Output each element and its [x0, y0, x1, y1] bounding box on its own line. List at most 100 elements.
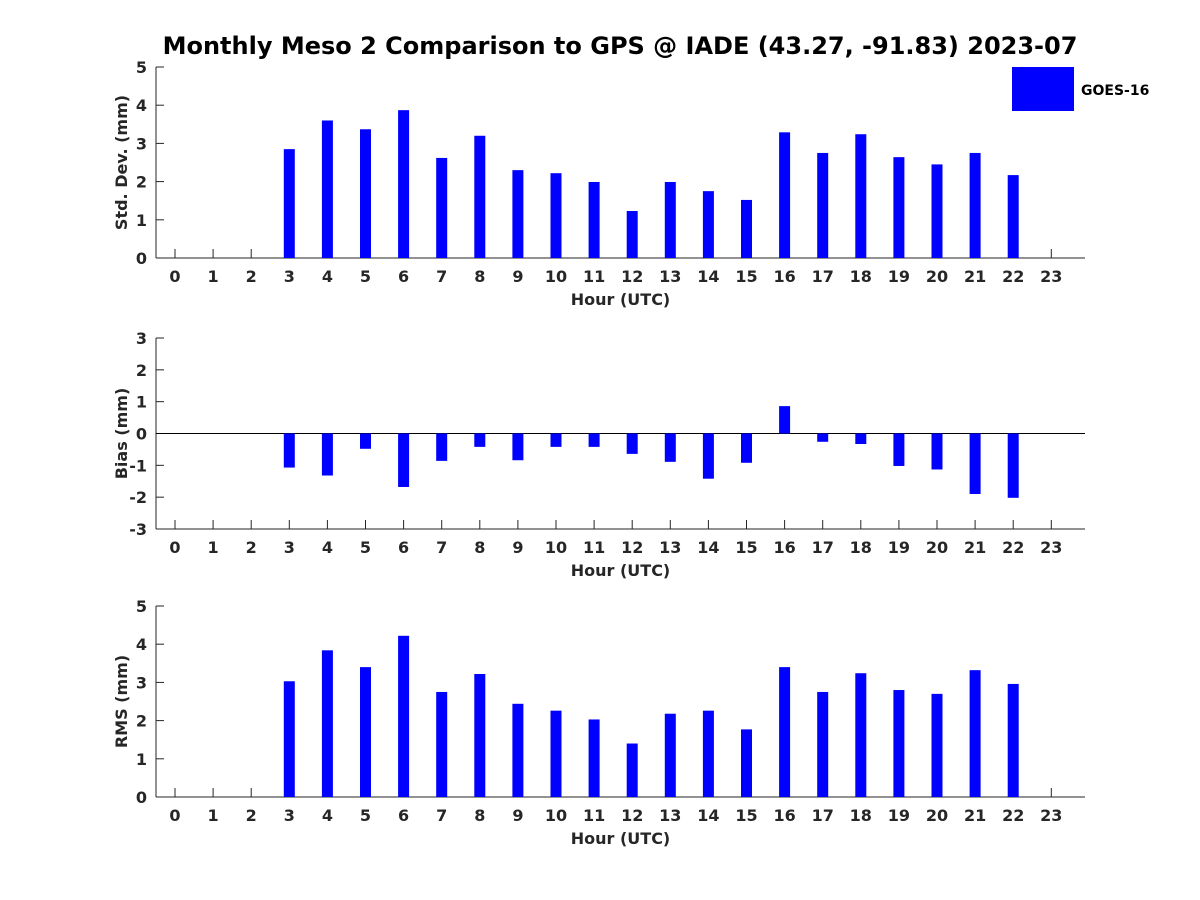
x-tick-label: 11	[583, 267, 605, 286]
x-tick-label: 8	[474, 267, 485, 286]
bar-hour-19	[893, 157, 905, 258]
x-tick-label: 16	[773, 267, 795, 286]
y-tick-label: -3	[129, 520, 147, 539]
bar-hour-22	[1007, 683, 1019, 797]
bar-hour-7	[436, 157, 448, 258]
x-tick-label: 3	[284, 538, 295, 557]
x-tick-label: 10	[545, 267, 567, 286]
legend: GOES-16	[1012, 67, 1149, 111]
x-tick-label: 5	[360, 267, 371, 286]
x-axis-label: Hour (UTC)	[571, 561, 671, 580]
x-tick-label: 4	[322, 538, 333, 557]
bar-hour-9	[512, 703, 524, 797]
x-tick-label: 1	[208, 267, 219, 286]
x-tick-label: 14	[697, 267, 719, 286]
legend-label: GOES-16	[1081, 83, 1149, 99]
x-tick-label: 20	[926, 267, 948, 286]
x-tick-label: 8	[474, 538, 485, 557]
bar-hour-4	[321, 120, 333, 258]
bar-hour-7	[436, 433, 448, 461]
bar-hour-15	[741, 433, 752, 463]
bar-hour-8	[474, 433, 486, 447]
bar-hour-22	[1007, 175, 1019, 258]
x-tick-label: 21	[964, 538, 986, 557]
bar-hour-6	[398, 433, 410, 487]
bar-hour-14	[702, 433, 714, 479]
x-tick-label: 16	[773, 806, 795, 825]
y-tick-label: 1	[136, 750, 147, 769]
bar-hour-21	[969, 152, 981, 258]
bar-hour-5	[360, 433, 371, 449]
y-tick-label: 2	[136, 712, 147, 731]
x-tick-label: 18	[850, 538, 872, 557]
bar-hour-9	[512, 170, 524, 258]
x-tick-label: 19	[888, 806, 910, 825]
x-tick-label: 10	[545, 806, 567, 825]
x-tick-label: 3	[284, 267, 295, 286]
bar-hour-3	[283, 149, 295, 258]
x-tick-label: 8	[474, 806, 485, 825]
x-tick-label: 21	[964, 806, 986, 825]
x-tick-label: 0	[169, 538, 180, 557]
bar-hour-10	[550, 433, 562, 447]
bar-hour-8	[474, 135, 486, 258]
x-axis-label: Hour (UTC)	[571, 829, 671, 848]
y-tick-label: -2	[129, 488, 147, 507]
bar-hour-20	[931, 164, 943, 258]
x-tick-label: 23	[1040, 806, 1062, 825]
bar-hour-16	[779, 132, 791, 258]
bar-hour-18	[855, 673, 867, 797]
bar-hour-11	[588, 181, 600, 258]
y-tick-label: 0	[136, 249, 147, 268]
x-tick-label: 5	[360, 538, 371, 557]
bar-hour-22	[1007, 433, 1019, 498]
x-tick-label: 12	[621, 538, 643, 557]
legend-swatch	[1012, 67, 1074, 111]
bar-hour-6	[398, 635, 410, 797]
y-tick-label: 1	[136, 211, 147, 230]
bar-hour-8	[474, 673, 486, 797]
x-tick-label: 0	[169, 806, 180, 825]
x-tick-label: 15	[735, 538, 757, 557]
y-tick-label: 3	[136, 134, 147, 153]
bar-hour-20	[931, 433, 943, 470]
bar-hour-21	[969, 670, 981, 797]
x-tick-label: 4	[322, 267, 333, 286]
bar-hour-20	[931, 693, 943, 797]
bar-hour-3	[283, 433, 295, 468]
bar-hour-21	[969, 433, 981, 494]
bar-hour-14	[702, 191, 714, 258]
bar-hour-13	[664, 433, 676, 462]
x-tick-label: 6	[398, 806, 409, 825]
x-tick-label: 18	[850, 267, 872, 286]
x-tick-label: 17	[812, 806, 834, 825]
bar-hour-15	[741, 199, 752, 258]
x-tick-label: 7	[436, 806, 447, 825]
bar-hour-13	[664, 181, 676, 258]
x-tick-label: 2	[246, 538, 257, 557]
chart-title: Monthly Meso 2 Comparison to GPS @ IADE …	[163, 32, 1078, 60]
x-tick-label: 11	[583, 806, 605, 825]
x-tick-label: 7	[436, 538, 447, 557]
bar-hour-14	[702, 710, 714, 797]
x-tick-label: 17	[812, 538, 834, 557]
y-tick-label: 3	[136, 329, 147, 348]
bar-hour-5	[360, 667, 371, 797]
bar-hour-4	[321, 433, 333, 476]
bar-hour-16	[779, 667, 791, 797]
bar-hour-16	[779, 406, 791, 434]
y-tick-label: 2	[136, 173, 147, 192]
y-tick-label: 4	[136, 635, 147, 654]
x-tick-label: 23	[1040, 538, 1062, 557]
x-tick-label: 15	[735, 267, 757, 286]
x-tick-label: 23	[1040, 267, 1062, 286]
x-tick-label: 6	[398, 538, 409, 557]
y-tick-label: 5	[136, 597, 147, 616]
bar-hour-12	[626, 433, 638, 454]
x-tick-label: 9	[512, 538, 523, 557]
x-tick-label: 19	[888, 538, 910, 557]
bar-hour-19	[893, 433, 905, 466]
